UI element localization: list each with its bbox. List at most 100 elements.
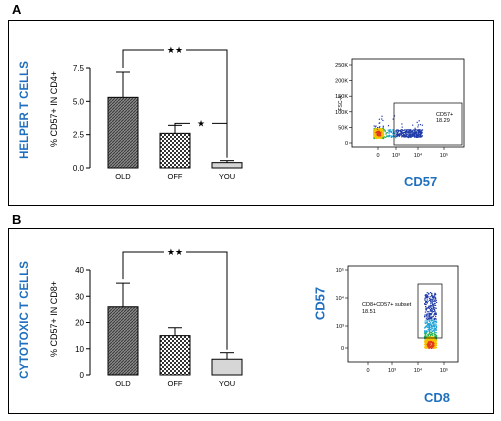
flow-b-event bbox=[424, 340, 426, 343]
flow-b-event bbox=[434, 307, 436, 309]
flow-b-event bbox=[433, 340, 435, 342]
flow-b-event bbox=[424, 320, 426, 322]
flow-b-event bbox=[425, 294, 427, 296]
flow-b-event bbox=[429, 318, 431, 320]
flow-a-event bbox=[417, 132, 419, 134]
star-bg bbox=[190, 119, 212, 128]
flow-b-gate-value: 18.51 bbox=[362, 309, 376, 315]
flow-b-event bbox=[431, 302, 433, 304]
flow-a-event bbox=[383, 129, 385, 131]
flow-a-event bbox=[375, 130, 377, 132]
flow-b-event bbox=[431, 345, 434, 347]
panel-a-flow-xlabel: CD57 bbox=[404, 174, 438, 189]
flow-b-event bbox=[429, 331, 431, 333]
flow-a-event bbox=[379, 128, 381, 130]
flow-a-event bbox=[382, 119, 384, 122]
panel-a-letter: A bbox=[12, 2, 22, 17]
flow-a-event bbox=[414, 129, 416, 131]
flow-a-event bbox=[394, 131, 397, 133]
flow-b-event bbox=[431, 324, 433, 326]
flow-b-event bbox=[431, 330, 433, 332]
flow-b-event bbox=[431, 323, 433, 325]
flow-b-event bbox=[434, 317, 436, 319]
flow-b-event bbox=[429, 298, 431, 300]
flow-b-event bbox=[425, 332, 427, 334]
flow-a-event bbox=[417, 124, 419, 126]
flow-b-event bbox=[429, 344, 431, 346]
flow-b-event bbox=[433, 346, 435, 348]
flow-a-event bbox=[416, 129, 418, 131]
flow-a-event bbox=[402, 130, 404, 132]
flow-b-event bbox=[427, 323, 429, 325]
flow-b-x-tick-label: 10³ bbox=[388, 368, 396, 374]
flow-b-event bbox=[434, 347, 436, 349]
flow-a-event bbox=[382, 126, 384, 128]
flow-a-event bbox=[400, 129, 402, 131]
flow-b-event bbox=[433, 318, 435, 320]
flow-b-event bbox=[429, 334, 431, 336]
flow-b-event bbox=[426, 339, 428, 341]
flow-a-event bbox=[401, 129, 403, 131]
flow-b-event bbox=[433, 307, 435, 309]
flow-a-y-tick-label: 100K bbox=[335, 110, 348, 116]
flow-a-event bbox=[381, 137, 383, 139]
flow-b-event bbox=[429, 322, 431, 324]
flow-b-event bbox=[431, 294, 433, 296]
flow-a-event bbox=[375, 133, 377, 135]
flow-b-event bbox=[434, 335, 436, 337]
flow-b-event bbox=[426, 314, 428, 316]
flow-a-event bbox=[420, 136, 422, 138]
y-tick-label: 5.0 bbox=[73, 97, 85, 106]
flow-b-event bbox=[430, 335, 432, 337]
flow-b-event bbox=[434, 325, 436, 328]
flow-b-event bbox=[428, 319, 430, 321]
flow-a-event bbox=[374, 133, 376, 135]
flow-b-event bbox=[425, 341, 427, 343]
flow-b-event bbox=[428, 305, 430, 307]
flow-b-event bbox=[428, 324, 430, 326]
flow-b-event bbox=[425, 335, 427, 337]
flow-a-event bbox=[375, 128, 378, 130]
flow-b-event bbox=[430, 317, 432, 320]
flow-b-event bbox=[433, 344, 435, 346]
flow-a-event bbox=[409, 129, 411, 131]
flow-b-event bbox=[432, 328, 434, 330]
flow-b-event bbox=[431, 347, 433, 349]
flow-b-event bbox=[434, 324, 436, 326]
flow-a-event bbox=[419, 129, 421, 131]
flow-b-event bbox=[434, 336, 436, 338]
flow-b-event bbox=[428, 343, 430, 345]
flow-a-event bbox=[397, 134, 399, 137]
flow-b-event bbox=[429, 343, 431, 345]
flow-b-y-tick-label: 10³ bbox=[336, 324, 344, 330]
flow-b-event bbox=[430, 340, 432, 342]
flow-a-event bbox=[409, 135, 411, 137]
flow-a-event bbox=[404, 135, 406, 137]
flow-a-event bbox=[409, 136, 411, 138]
flow-b-event bbox=[436, 326, 438, 328]
flow-b-event bbox=[431, 298, 433, 300]
flow-a-event bbox=[416, 133, 418, 136]
flow-a-event bbox=[418, 135, 421, 137]
flow-b-event bbox=[435, 332, 437, 334]
flow-a-event bbox=[393, 115, 396, 117]
flow-b-events bbox=[424, 292, 438, 349]
flow-a-event bbox=[374, 135, 376, 137]
flow-a-event bbox=[377, 128, 379, 131]
flow-a-event bbox=[382, 128, 385, 130]
flow-b-event bbox=[434, 332, 436, 334]
flow-a-event bbox=[401, 123, 403, 125]
flow-b-event bbox=[427, 337, 429, 340]
flow-b-event bbox=[424, 303, 426, 305]
flow-a-event bbox=[375, 128, 377, 130]
flow-b-event bbox=[425, 318, 427, 320]
bar-old bbox=[107, 96, 139, 169]
flow-a-event bbox=[376, 131, 378, 133]
flow-a-event bbox=[379, 134, 381, 136]
panel-b-bar-chart: 0 10 20 30 40 OLD OFF YOU ★★ bbox=[75, 247, 243, 388]
flow-b-event bbox=[425, 322, 427, 324]
flow-b-event bbox=[431, 316, 433, 318]
flow-b-event bbox=[434, 343, 436, 345]
flow-b-event bbox=[429, 339, 431, 341]
flow-b-event bbox=[429, 323, 432, 325]
